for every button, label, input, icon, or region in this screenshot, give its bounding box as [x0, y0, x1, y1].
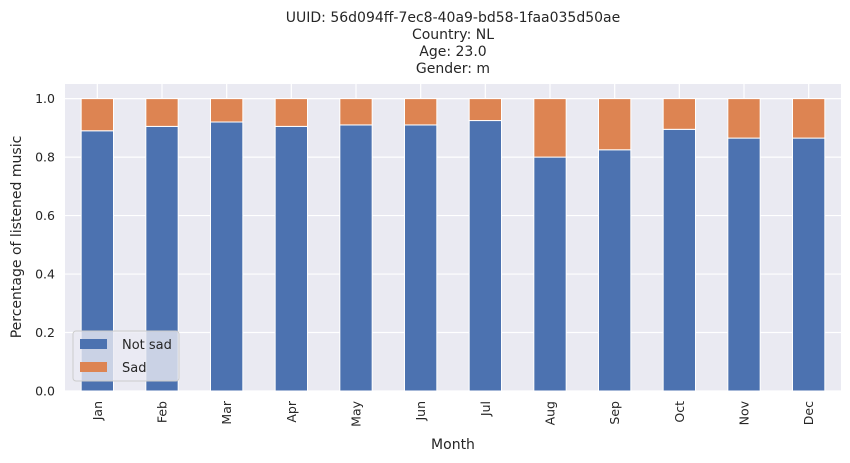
bar-not-sad-may — [339, 124, 373, 392]
x-tick-label: Jun — [413, 401, 428, 422]
y-tick-label: 0.6 — [35, 208, 55, 223]
bar-sad-oct — [662, 98, 697, 130]
x-tick-label: Oct — [672, 401, 687, 423]
x-tick-label: Dec — [801, 401, 816, 425]
y-tick-label: 0.4 — [35, 267, 55, 282]
bar-not-sad-mar — [210, 121, 244, 392]
bar-not-sad-oct — [662, 128, 697, 392]
y-tick-label: 1.0 — [35, 91, 55, 106]
y-axis-ticks: 0.0 0.2 0.4 0.6 0.8 1.0 — [35, 91, 55, 398]
legend-swatch-not-sad — [80, 339, 107, 349]
bar-not-sad-jun — [404, 124, 438, 392]
bar-sad-jun — [404, 98, 438, 126]
x-tick-label: Aug — [543, 401, 558, 425]
legend-label-not-sad: Not sad — [122, 338, 172, 353]
legend-label-sad: Sad — [122, 361, 146, 376]
bar-not-sad-sep — [598, 149, 632, 392]
bar-sad-sep — [598, 98, 632, 151]
x-tick-label: Mar — [219, 400, 234, 424]
bar-not-sad-apr — [274, 125, 308, 392]
bar-sad-may — [339, 98, 373, 126]
legend: Not sad Sad — [72, 330, 180, 382]
bar-sad-jan — [80, 98, 114, 132]
bar-sad-aug — [533, 98, 567, 158]
plot-area — [65, 84, 841, 391]
title-line-country: Country: NL — [412, 27, 494, 43]
bar-sad-mar — [210, 98, 244, 123]
bar-not-sad-nov — [727, 137, 761, 392]
y-axis-label: Percentage of listened music — [9, 136, 25, 339]
bar-not-sad-jul — [468, 120, 502, 392]
x-tick-label: May — [349, 400, 364, 426]
bar-sad-jul — [468, 98, 502, 122]
bar-sad-nov — [727, 98, 761, 139]
bar-not-sad-dec — [792, 137, 826, 392]
x-tick-label: Apr — [284, 400, 299, 422]
bar-sad-apr — [274, 98, 308, 127]
title-line-age: Age: 23.0 — [419, 44, 486, 60]
bar-not-sad-aug — [533, 156, 567, 392]
title-line-gender: Gender: m — [416, 61, 490, 77]
x-tick-label: Jan — [90, 401, 105, 421]
bars — [80, 98, 826, 392]
chart-title: UUID: 56d094ff-7ec8-40a9-bd58-1faa035d50… — [286, 10, 620, 77]
x-tick-label: Jul — [478, 401, 493, 417]
y-tick-label: 0.0 — [35, 384, 55, 399]
bar-sad-feb — [145, 98, 179, 127]
y-tick-label: 0.2 — [35, 325, 55, 340]
x-axis-ticks: Jan Feb Mar Apr May Jun Jul Aug Sep Oct Nov Dec — [90, 400, 816, 427]
x-tick-label: Feb — [155, 401, 170, 423]
x-tick-label: Sep — [607, 401, 622, 425]
legend-swatch-sad — [80, 362, 107, 372]
y-tick-label: 0.8 — [35, 150, 55, 165]
bar-sad-dec — [792, 98, 826, 139]
x-tick-label: Nov — [737, 400, 752, 425]
title-line-uuid: UUID: 56d094ff-7ec8-40a9-bd58-1faa035d50… — [286, 10, 620, 26]
x-axis-label: Month — [431, 437, 475, 453]
